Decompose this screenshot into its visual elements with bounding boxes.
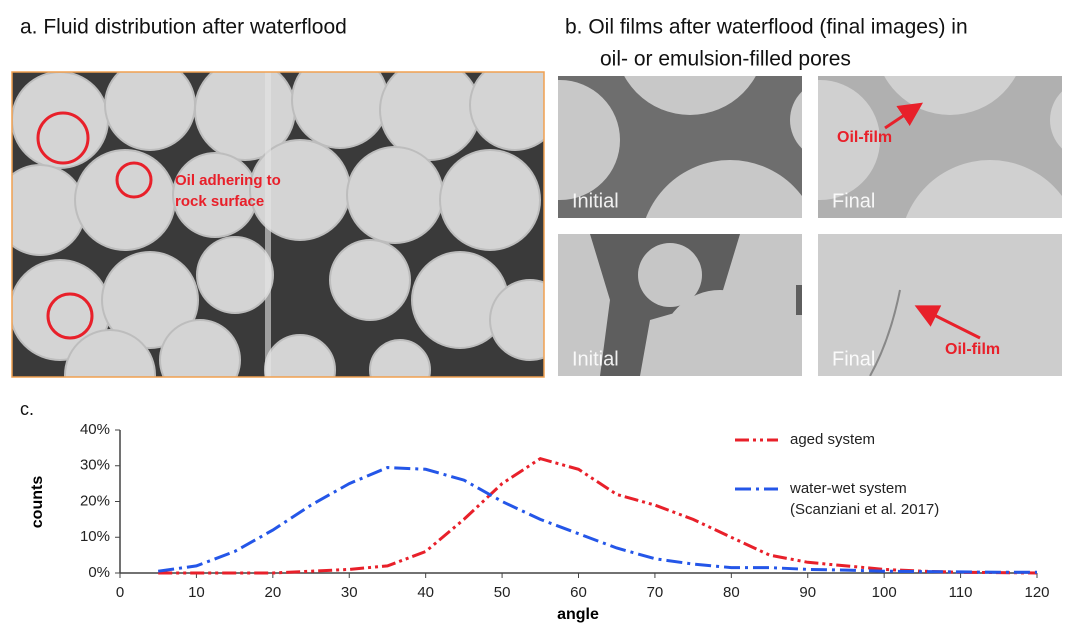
legend-label: water-wet system	[789, 480, 907, 497]
legend-label: aged system	[790, 431, 875, 448]
x-tick-label: 100	[872, 584, 897, 601]
y-tick-label: 30%	[80, 457, 110, 474]
image-label: Initial	[572, 190, 619, 212]
x-tick-label: 120	[1024, 584, 1049, 601]
image-label: Final	[832, 348, 875, 370]
y-tick-label: 20%	[80, 492, 110, 509]
panel-b-title: b. Oil films after waterflood (final ima…	[565, 16, 968, 39]
x-tick-label: 50	[494, 584, 511, 601]
x-axis-label: angle	[557, 606, 599, 623]
panel-a-title: a. Fluid distribution after waterflood	[20, 16, 347, 39]
x-tick-label: 0	[116, 584, 124, 601]
micrograph-a	[0, 52, 570, 420]
annotation: Oil-film	[837, 129, 892, 146]
annotation: rock surface	[175, 193, 264, 210]
panel-label: c.	[20, 399, 34, 419]
image-label: Initial	[572, 348, 619, 370]
panel-b-title: oil- or emulsion-filled pores	[600, 48, 851, 71]
x-tick-label: 90	[799, 584, 816, 601]
image-label: Final	[832, 190, 875, 212]
y-tick-label: 0%	[88, 564, 110, 581]
y-tick-label: 10%	[80, 528, 110, 545]
annotation: Oil adhering to	[175, 172, 281, 189]
y-tick-label: 40%	[80, 421, 110, 438]
x-tick-label: 20	[264, 584, 281, 601]
legend-note: (Scanziani et al. 2017)	[790, 501, 939, 518]
annotation: Oil-film	[945, 341, 1000, 358]
x-tick-label: 60	[570, 584, 587, 601]
x-tick-label: 80	[723, 584, 740, 601]
x-tick-label: 30	[341, 584, 358, 601]
x-tick-label: 10	[188, 584, 205, 601]
figure: a. Fluid distribution after waterflood b…	[0, 0, 1074, 628]
chart: c. angle counts 0 10 20 30 40 50 60 70 80 90 100 11…	[20, 399, 1050, 623]
x-tick-label: 40	[417, 584, 434, 601]
y-axis-label: counts	[29, 476, 46, 529]
x-tick-label: 70	[647, 584, 664, 601]
x-tick-label: 110	[949, 584, 973, 601]
micrograph-b3	[558, 234, 806, 410]
